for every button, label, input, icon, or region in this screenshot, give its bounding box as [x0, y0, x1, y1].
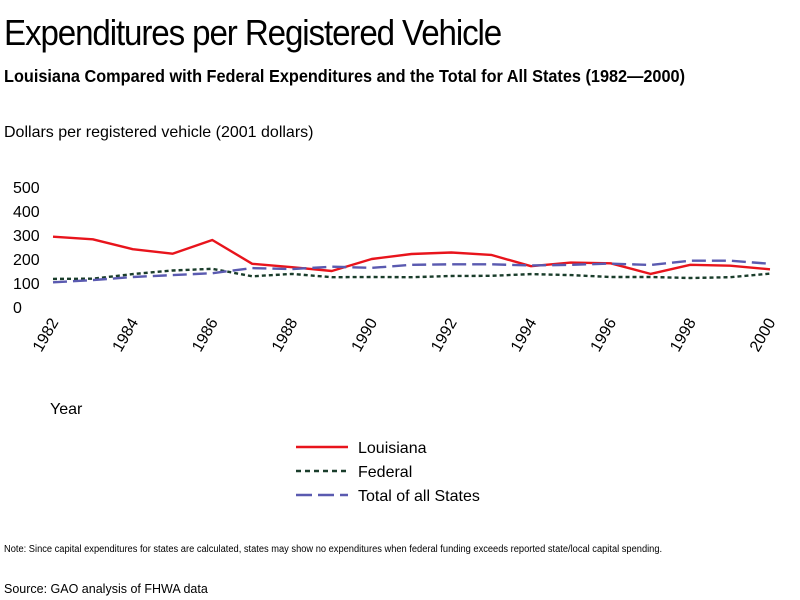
x-tick-label-1992: 1992 — [428, 315, 461, 354]
x-axis-label: Year — [50, 401, 83, 418]
legend-label-1: Louisiana — [358, 440, 427, 457]
y-tick-label-300: 300 — [13, 228, 40, 245]
x-tick-label-1982: 1982 — [30, 315, 63, 354]
line-chart: 0 100 200 300 400 500 1982 1984 1986 1988 1990 199… — [13, 180, 780, 505]
series-lines — [52, 235, 771, 284]
legend-label-2: Federal — [358, 464, 412, 481]
series-line-1 — [52, 235, 771, 276]
x-tick-label-1990: 1990 — [349, 315, 382, 354]
x-tick-label-1998: 1998 — [667, 315, 700, 354]
x-tick-label-1994: 1994 — [508, 315, 541, 354]
x-tick-label-2000: 2000 — [747, 315, 780, 354]
y-tick-labels: 0 100 200 300 400 500 — [13, 180, 40, 317]
y-tick-label-0: 0 — [13, 300, 22, 317]
y-tick-label-200: 200 — [13, 252, 40, 269]
x-tick-label-1984: 1984 — [110, 315, 143, 354]
footnote: Note: Since capital expenditures for sta… — [4, 544, 663, 555]
source-note: Source: GAO analysis of FHWA data — [4, 582, 208, 596]
x-tick-labels: 1982 1984 1986 1988 1990 1992 1994 1996 1998 2000 — [30, 315, 780, 354]
series-line-2 — [52, 267, 771, 281]
y-tick-label-100: 100 — [13, 276, 40, 293]
y-tick-label-400: 400 — [13, 204, 40, 221]
x-tick-label-1996: 1996 — [588, 315, 621, 354]
chart-subtitle: Louisiana Compared with Federal Expendit… — [4, 66, 686, 86]
y-tick-label-500: 500 — [13, 180, 40, 197]
x-tick-label-1988: 1988 — [269, 315, 302, 354]
legend: Louisiana Federal Total of all States — [296, 440, 480, 505]
x-tick-label-1986: 1986 — [189, 315, 222, 354]
y-axis-label: Dollars per registered vehicle (2001 dol… — [4, 124, 314, 141]
legend-label-3: Total of all States — [358, 488, 480, 505]
chart-title: Expenditures per Registered Vehicle — [4, 12, 502, 53]
